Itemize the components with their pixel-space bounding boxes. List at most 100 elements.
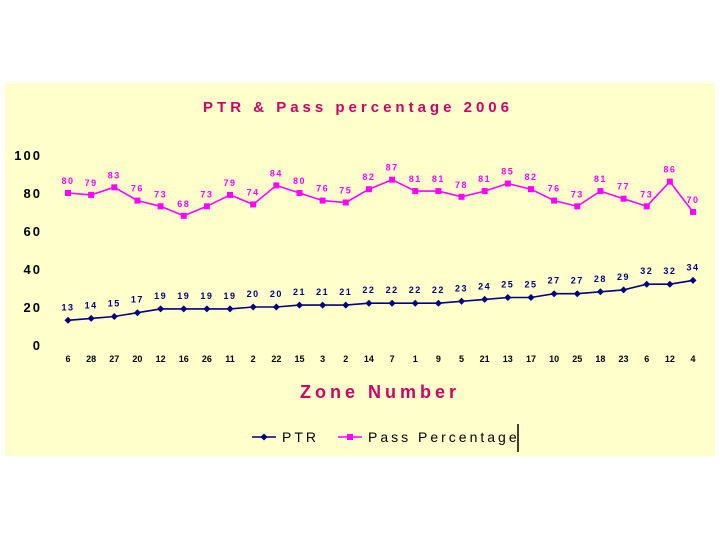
- data-label: 22: [432, 285, 445, 295]
- x-tick-label: 11: [225, 354, 235, 364]
- data-point: [272, 303, 280, 311]
- data-label: 73: [640, 189, 653, 199]
- data-label: 76: [548, 184, 561, 194]
- data-point: [64, 316, 72, 324]
- data-point: [527, 186, 534, 193]
- y-axis: 0 20 40 60 80 100: [14, 148, 42, 353]
- chart-background: [5, 83, 715, 456]
- data-point: [365, 299, 373, 307]
- data-point: [87, 314, 95, 322]
- x-tick-label: 2: [251, 354, 256, 364]
- data-point: [203, 305, 211, 313]
- data-label: 22: [362, 285, 375, 295]
- data-point: [620, 286, 628, 294]
- data-point: [180, 305, 188, 313]
- data-point: [574, 203, 581, 210]
- x-tick-label: 7: [390, 354, 395, 364]
- legend-label: Pass Percentage: [368, 429, 520, 445]
- data-point: [273, 182, 280, 189]
- x-tick-label: 10: [549, 354, 559, 364]
- x-tick-label: 21: [480, 354, 490, 364]
- data-point: [88, 191, 95, 198]
- data-label: 21: [339, 287, 352, 297]
- data-label: 75: [339, 186, 352, 196]
- data-point: [157, 305, 165, 313]
- data-label: 81: [594, 174, 607, 184]
- x-tick-label: 16: [179, 354, 189, 364]
- data-label: 81: [432, 174, 445, 184]
- data-label: 25: [501, 280, 514, 290]
- data-point: [643, 280, 651, 288]
- x-tick-label: 4: [690, 354, 695, 364]
- data-point: [551, 197, 558, 204]
- legend-label: PTR: [282, 429, 319, 445]
- data-label: 82: [524, 172, 537, 182]
- x-tick-label: 3: [320, 354, 325, 364]
- x-tick-label: 12: [665, 354, 675, 364]
- legend-box: [246, 424, 518, 450]
- plot-area: 13 14 15 17 19 19 19 19 20 20 21 21 21 22 22 22 22 23 24 25…: [61, 163, 699, 324]
- x-tick-label: 15: [294, 354, 304, 364]
- x-tick-label: 13: [503, 354, 513, 364]
- x-tick-label: 22: [271, 354, 281, 364]
- legend: PTR Pass Percentage: [246, 424, 520, 452]
- data-label: 87: [386, 163, 399, 173]
- data-label: 14: [85, 300, 98, 310]
- data-point: [573, 290, 581, 298]
- data-label: 29: [617, 272, 630, 282]
- data-label: 15: [108, 299, 121, 309]
- x-tick-label: 28: [86, 354, 96, 364]
- data-point: [180, 212, 187, 219]
- data-point: [666, 178, 673, 185]
- x-tick-label: 25: [572, 354, 582, 364]
- data-point: [365, 186, 372, 193]
- chart-title: PTR & Pass percentage 2006: [203, 99, 513, 116]
- data-label: 32: [663, 266, 676, 276]
- data-label: 74: [247, 187, 260, 197]
- data-label: 80: [61, 176, 74, 186]
- data-point: [434, 299, 442, 307]
- data-point: [666, 280, 674, 288]
- data-point: [412, 188, 419, 195]
- data-point: [388, 299, 396, 307]
- data-point: [504, 180, 511, 187]
- data-label: 20: [270, 289, 283, 299]
- legend-marker: [347, 434, 353, 440]
- data-label: 85: [501, 167, 514, 177]
- x-tick-label: 26: [202, 354, 212, 364]
- data-point: [481, 188, 488, 195]
- data-label: 17: [131, 295, 144, 305]
- data-point: [435, 188, 442, 195]
- data-label: 81: [478, 174, 491, 184]
- y-tick-label: 80: [24, 186, 42, 201]
- series-line: [67, 178, 694, 217]
- data-label: 20: [247, 289, 260, 299]
- x-tick-label: 17: [526, 354, 536, 364]
- data-label: 19: [224, 291, 237, 301]
- x-tick-label: 20: [132, 354, 142, 364]
- data-label: 24: [478, 281, 491, 291]
- x-tick-label: 6: [65, 354, 70, 364]
- x-tick-label: 5: [459, 354, 464, 364]
- data-point: [342, 199, 349, 206]
- y-tick-label: 100: [14, 148, 42, 163]
- data-point: [134, 197, 141, 204]
- data-label: 83: [108, 170, 121, 180]
- data-point: [319, 197, 326, 204]
- data-label: 82: [362, 172, 375, 182]
- data-point: [527, 294, 535, 301]
- data-point: [411, 299, 419, 307]
- x-tick-label: 27: [109, 354, 119, 364]
- data-point: [133, 309, 141, 317]
- data-label: 79: [224, 178, 237, 188]
- data-point: [458, 297, 466, 305]
- data-label: 27: [571, 276, 584, 286]
- data-point: [295, 301, 303, 309]
- data-label: 19: [200, 291, 213, 301]
- y-tick-label: 0: [33, 338, 42, 353]
- data-point: [690, 209, 696, 215]
- data-point: [597, 188, 604, 195]
- data-label: 19: [154, 291, 167, 301]
- data-label: 34: [686, 262, 699, 272]
